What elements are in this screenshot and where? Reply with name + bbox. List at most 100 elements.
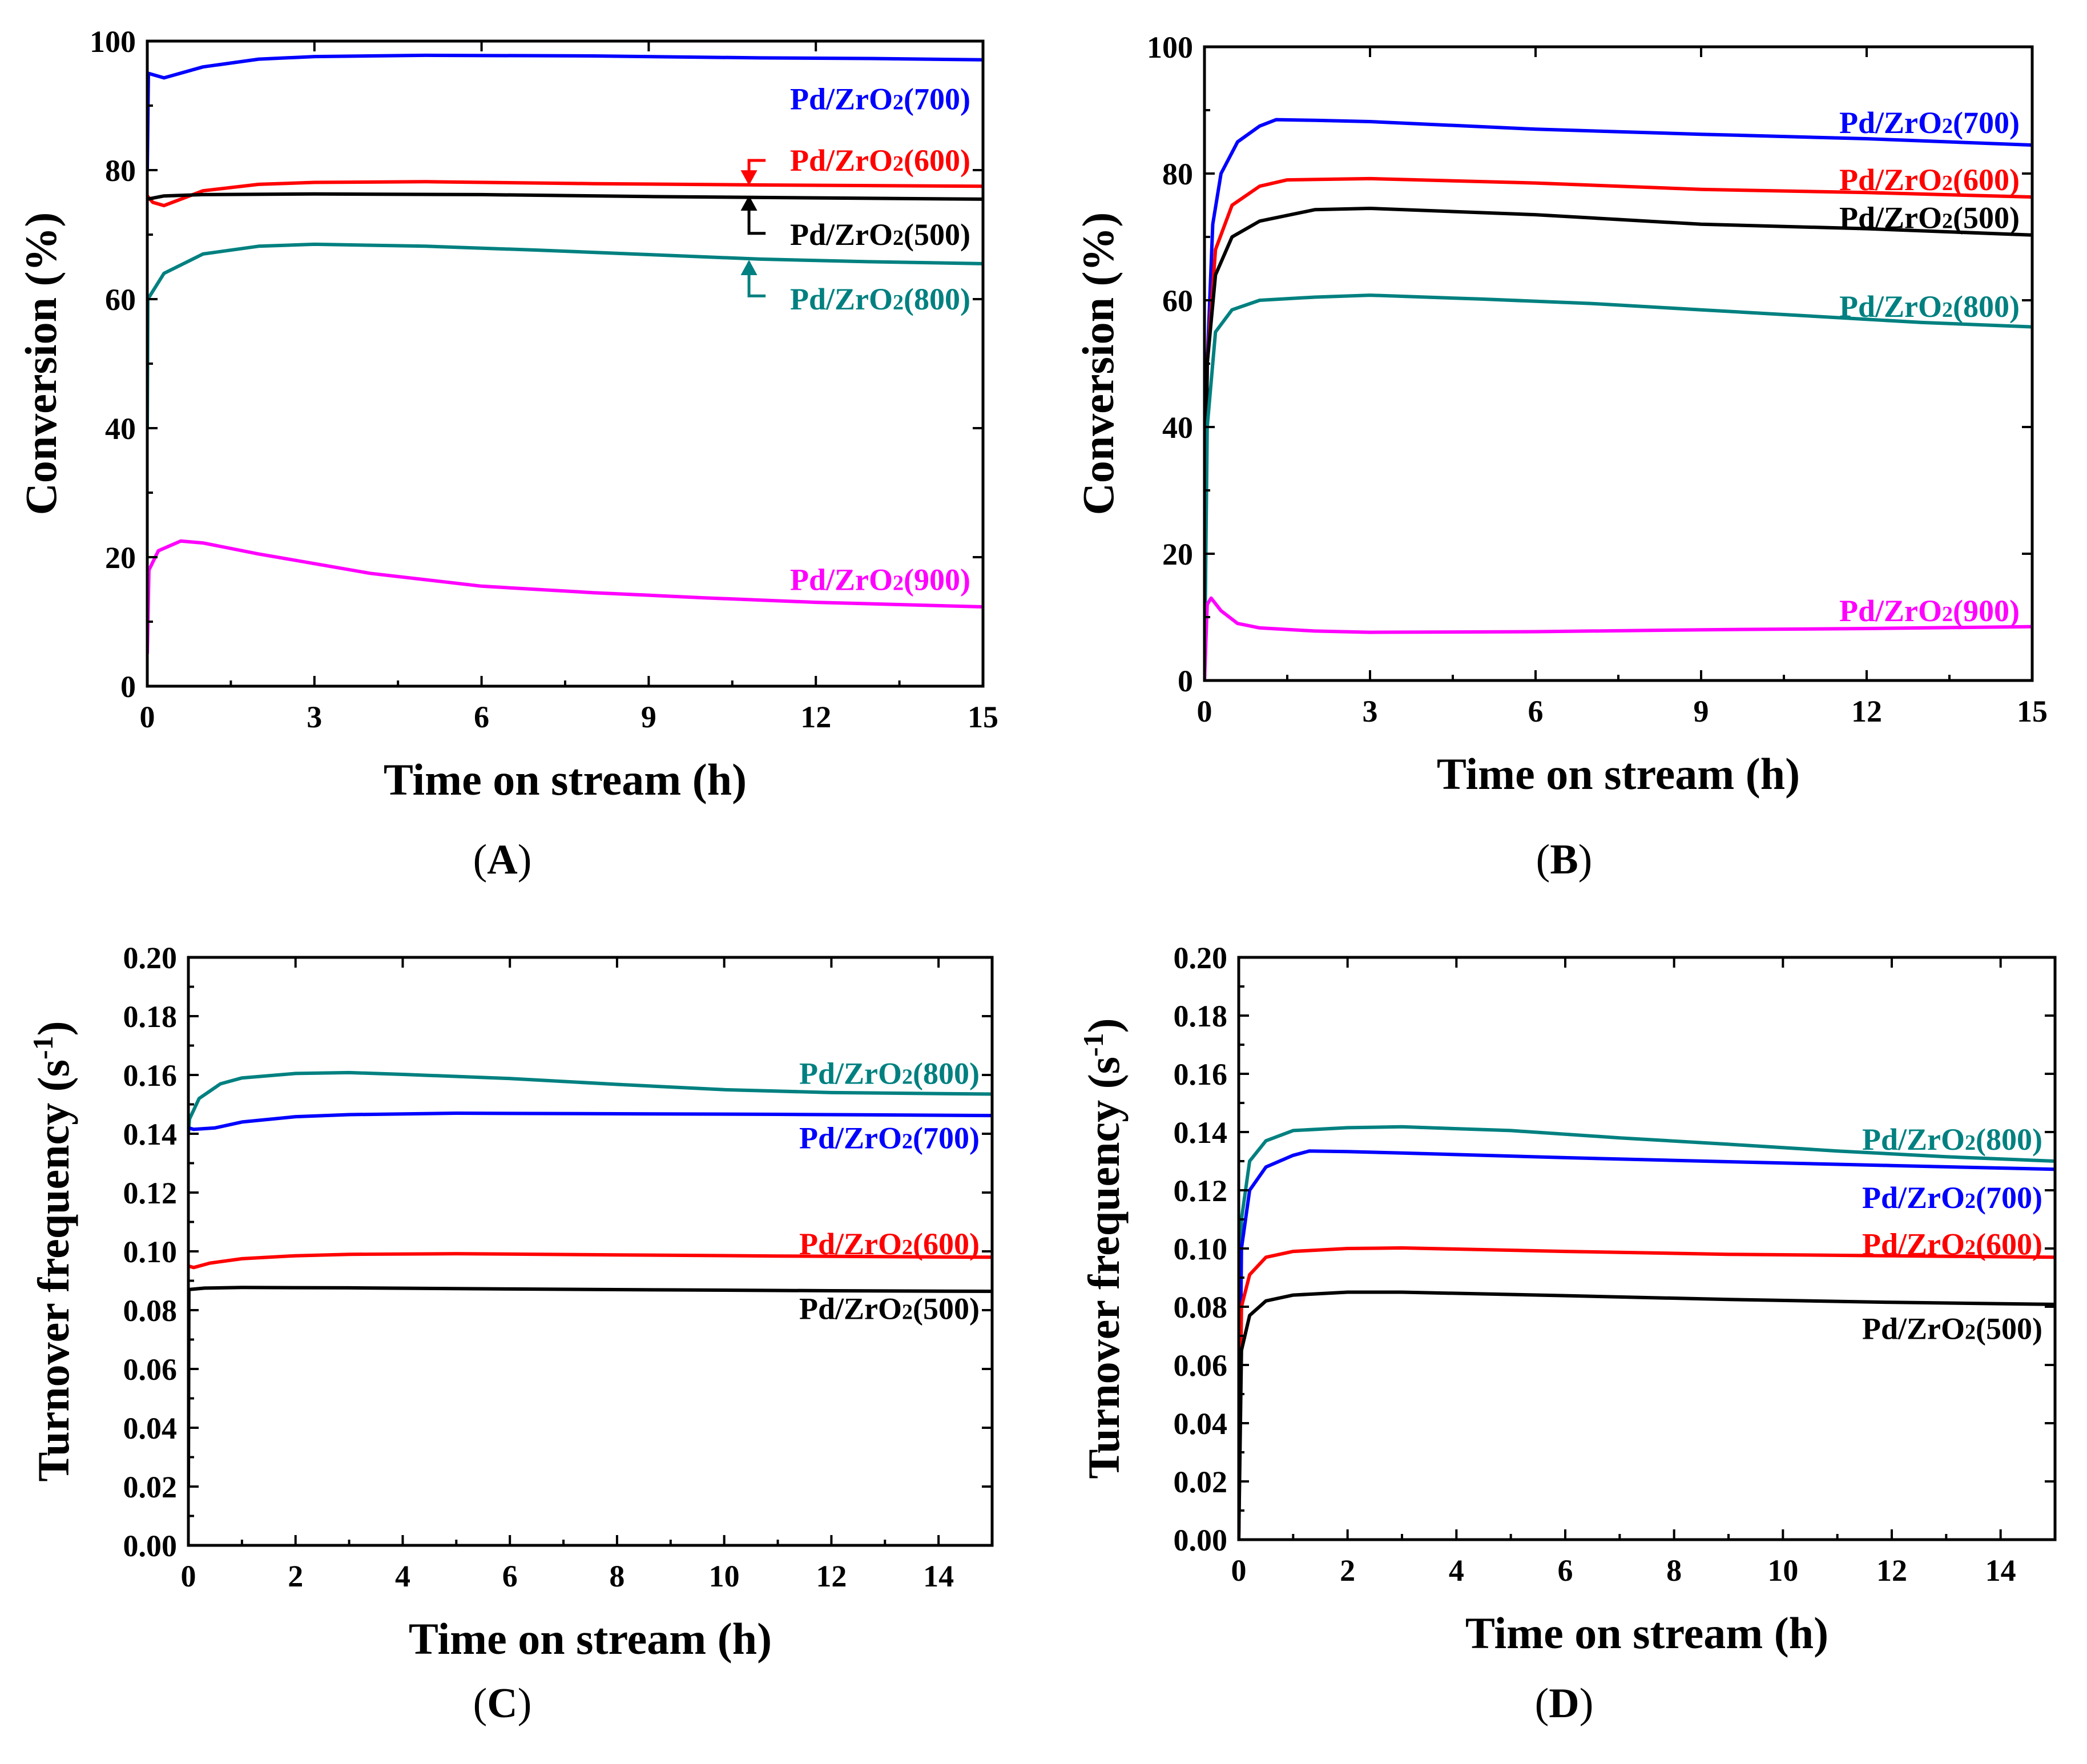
panel-b-x-tick-label: 6 [1528, 694, 1544, 728]
panel-d-label-pd-zro2-800: Pd/ZrO2(800) [1862, 1122, 2042, 1157]
panel-b: 0 3 6 9 12 15 0 20 40 60 80 100 Time on stream (h) Co… [1073, 30, 2048, 883]
panel-a-y-tick-label: 20 [105, 541, 136, 575]
panel-a-x-axis-title: Time on stream (h) [384, 755, 747, 804]
panel-b-label-pd-zro2-500: Pd/ZrO2(500) [1839, 201, 2020, 235]
panel-c-y-tick-label: 0.12 [123, 1176, 178, 1210]
panel-d-label-pd-zro2-500: Pd/ZrO2(500) [1862, 1311, 2042, 1346]
panel-d-x-tick-label: 8 [1666, 1553, 1682, 1588]
panel-c-caption: (C) [473, 1680, 532, 1727]
panel-c-x-tick-label: 0 [181, 1559, 196, 1593]
panel-d-y-tick-label: 0.18 [1174, 999, 1228, 1033]
panel-a-y-tick-label: 0 [120, 670, 136, 704]
panel-b-y-tick-label: 20 [1162, 537, 1193, 571]
panel-d-x-tick-label: 2 [1340, 1553, 1355, 1588]
panel-a-arrowhead-pd-zro2-600 [740, 170, 758, 186]
panel-a-y-tick-label: 100 [90, 25, 136, 59]
panel-c-x-tick-label: 4 [395, 1559, 410, 1593]
panel-c-x-axis-title: Time on stream (h) [409, 1614, 772, 1664]
panel-a-y-tick-label: 80 [105, 154, 136, 188]
panel-d-x-tick-label: 12 [1876, 1553, 1907, 1588]
panel-b-x-tick-label: 9 [1694, 694, 1709, 728]
panel-d: 0 2 4 6 8 10 12 14 0.00 0.02 0.04 0.06 0.08 0.10 0.12 0… [1077, 941, 2057, 1727]
panel-b-y-tick-label: 60 [1162, 284, 1193, 318]
panel-d-y-tick-label: 0.00 [1174, 1523, 1228, 1557]
panel-b-series-pd-zro2-500 [1204, 207, 2032, 680]
panel-a-y-tick-label: 60 [105, 283, 136, 317]
panel-c-y-tick-label: 0.14 [123, 1117, 178, 1151]
panel-b-label-pd-zro2-700: Pd/ZrO2(700) [1839, 106, 2020, 140]
panel-b-x-tick-label: 3 [1363, 694, 1378, 728]
panel-d-y-tick-label: 0.14 [1174, 1115, 1228, 1150]
panel-a-series-pd-zro2-700 [147, 53, 983, 171]
panel-c-x-tick-label: 6 [502, 1559, 518, 1593]
panel-d-y-tick-label: 0.10 [1174, 1232, 1228, 1266]
panel-d-x-tick-label: 0 [1231, 1553, 1247, 1588]
panel-c-y-axis-title: Turnover frequency (s-1) [27, 1021, 78, 1481]
panel-d-x-tick-label: 4 [1449, 1553, 1464, 1588]
panel-a-y-axis-title: Conversion (%) [16, 212, 66, 515]
panel-c-y-tick-label: 0.04 [123, 1411, 178, 1445]
panel-a-label-pd-zro2-700: Pd/ZrO2(700) [790, 82, 970, 116]
panel-c-series-pd-zro2-500 [188, 1286, 992, 1487]
panel-b-label-pd-zro2-900: Pd/ZrO2(900) [1839, 594, 2020, 628]
panel-c-label-pd-zro2-700: Pd/ZrO2(700) [799, 1121, 980, 1155]
panel-d-y-tick-label: 0.16 [1174, 1057, 1228, 1092]
panel-a-x-tick-label: 9 [641, 700, 656, 734]
panel-b-x-tick-label: 0 [1197, 694, 1212, 728]
panel-c-label-pd-zro2-500: Pd/ZrO2(500) [799, 1291, 980, 1326]
panel-d-label-pd-zro2-700: Pd/ZrO2(700) [1862, 1181, 2042, 1215]
panel-c-y-tick-label: 0.16 [123, 1058, 178, 1093]
panel-b-x-tick-label: 15 [2017, 694, 2048, 728]
panel-a-y-tick-label: 40 [105, 412, 136, 446]
panel-a-series-pd-zro2-600 [147, 180, 983, 208]
panel-c-label-pd-zro2-600: Pd/ZrO2(600) [799, 1227, 980, 1261]
panel-b-y-tick-label: 100 [1147, 30, 1193, 65]
panel-b-series-pd-zro2-700 [1204, 118, 2032, 680]
panel-c-y-tick-label: 0.18 [123, 1000, 178, 1034]
panel-d-label-pd-zro2-600: Pd/ZrO2(600) [1862, 1227, 2042, 1261]
panel-d-x-tick-label: 14 [1985, 1553, 2016, 1588]
panel-a-label-pd-zro2-600: Pd/ZrO2(600) [790, 143, 970, 178]
panel-c: 0 2 4 6 8 10 12 14 0.00 0.02 0.04 0.06 0.08 0.10 0.12 0… [27, 941, 994, 1727]
panel-d-x-axis-title: Time on stream (h) [1465, 1608, 1828, 1658]
panel-c-y-tick-label: 0.08 [123, 1294, 178, 1328]
panel-c-x-tick-label: 8 [609, 1559, 625, 1593]
panel-c-y-tick-label: 0.10 [123, 1235, 178, 1269]
panel-a-x-tick-label: 15 [968, 700, 998, 734]
panel-a: 0 3 6 9 12 15 0 20 40 60 80 100 Time on stream (h) Co… [16, 25, 998, 883]
panel-a-caption: (A) [473, 836, 532, 883]
panel-b-y-axis-title: Conversion (%) [1073, 212, 1123, 515]
panel-b-y-tick-label: 40 [1162, 410, 1193, 445]
panel-b-label-pd-zro2-600: Pd/ZrO2(600) [1839, 163, 2020, 197]
panel-d-y-tick-label: 0.02 [1174, 1465, 1228, 1499]
panel-a-arrowhead-pd-zro2-500 [740, 195, 758, 211]
panel-b-caption: (B) [1536, 836, 1593, 883]
panel-b-x-tick-label: 12 [1851, 694, 1882, 728]
panel-a-x-tick-label: 0 [140, 700, 155, 734]
panel-d-series-pd-zro2-600 [1239, 1246, 2055, 1540]
panel-c-y-tick-label: 0.06 [123, 1352, 178, 1387]
panel-c-y-tick-label: 0.02 [123, 1470, 178, 1504]
panel-b-x-axis-title: Time on stream (h) [1437, 749, 1800, 799]
panel-b-series-pd-zro2-900 [1204, 596, 2032, 680]
panel-d-caption: (D) [1535, 1680, 1594, 1727]
panel-a-series-pd-zro2-900 [147, 539, 983, 654]
panel-c-x-tick-label: 2 [288, 1559, 303, 1593]
panel-d-series-group [1239, 1125, 2055, 1540]
panel-b-label-pd-zro2-800: Pd/ZrO2(800) [1839, 289, 2020, 324]
panel-a-label-pd-zro2-500: Pd/ZrO2(500) [790, 218, 970, 252]
panel-c-series-pd-zro2-800 [188, 1070, 992, 1134]
panel-d-y-axis-title: Turnover frequency (s-1) [1077, 1018, 1129, 1479]
panel-c-x-tick-label: 12 [816, 1559, 847, 1593]
panel-c-series-pd-zro2-700 [188, 1111, 992, 1131]
panel-d-x-tick-label: 10 [1767, 1553, 1798, 1588]
panel-a-series-pd-zro2-800 [147, 242, 983, 429]
panel-a-x-tick-label: 12 [800, 700, 831, 734]
panel-d-y-tick-label: 0.20 [1174, 941, 1228, 975]
panel-d-series-pd-zro2-700 [1239, 1149, 2055, 1540]
panel-a-x-tick-label: 6 [474, 700, 489, 734]
panel-a-series-pd-zro2-500 [147, 192, 983, 201]
panel-c-y-tick-label: 0.20 [123, 941, 178, 975]
panel-d-y-tick-label: 0.12 [1174, 1174, 1228, 1208]
